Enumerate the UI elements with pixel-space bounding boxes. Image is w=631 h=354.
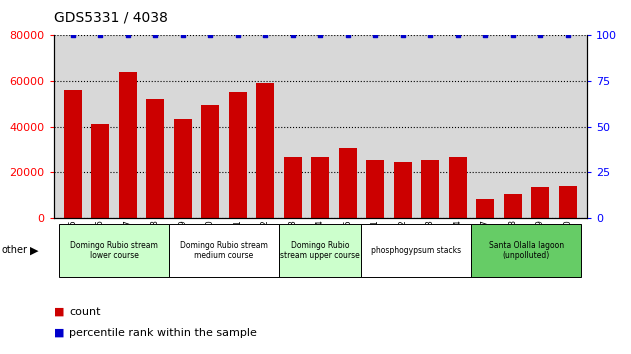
Text: Domingo Rubio stream
medium course: Domingo Rubio stream medium course — [180, 241, 268, 260]
Bar — [59, 224, 169, 277]
Point — [95, 33, 105, 38]
Bar — [366, 160, 384, 218]
Text: ■: ■ — [54, 307, 64, 316]
Bar — [119, 72, 137, 218]
Bar — [311, 157, 329, 218]
Bar — [201, 105, 219, 218]
Bar — [471, 224, 581, 277]
Point — [68, 33, 78, 38]
Point — [425, 33, 435, 38]
Text: GDS5331 / 4038: GDS5331 / 4038 — [54, 11, 167, 25]
Bar — [91, 124, 109, 218]
Point — [452, 33, 463, 38]
Point — [123, 33, 133, 38]
Bar — [476, 200, 494, 218]
Text: Santa Olalla lagoon
(unpolluted): Santa Olalla lagoon (unpolluted) — [489, 241, 564, 260]
Text: percentile rank within the sample: percentile rank within the sample — [69, 328, 257, 338]
Bar — [394, 162, 411, 218]
Text: other: other — [1, 245, 27, 256]
Text: Domingo Rubio
stream upper course: Domingo Rubio stream upper course — [280, 241, 360, 260]
Bar — [146, 99, 164, 218]
Bar — [449, 157, 466, 218]
Point — [507, 33, 517, 38]
Text: Domingo Rubio stream
lower course: Domingo Rubio stream lower course — [70, 241, 158, 260]
Bar — [422, 160, 439, 218]
Point — [150, 33, 160, 38]
Bar — [169, 224, 279, 277]
Text: phosphogypsum stacks: phosphogypsum stacks — [372, 246, 461, 255]
Bar — [558, 186, 577, 218]
Bar — [256, 83, 274, 218]
Point — [260, 33, 270, 38]
Point — [288, 33, 298, 38]
Bar — [279, 224, 362, 277]
Text: ▶: ▶ — [30, 245, 38, 256]
Point — [205, 33, 215, 38]
Point — [480, 33, 490, 38]
Bar — [504, 194, 522, 218]
Point — [316, 33, 326, 38]
Bar — [64, 90, 82, 218]
Bar — [284, 157, 302, 218]
Bar — [229, 92, 247, 218]
Point — [535, 33, 545, 38]
Bar — [339, 148, 357, 218]
Point — [233, 33, 243, 38]
Point — [563, 33, 573, 38]
Bar — [362, 224, 471, 277]
Point — [370, 33, 380, 38]
Bar — [531, 187, 549, 218]
Text: count: count — [69, 307, 101, 316]
Point — [343, 33, 353, 38]
Point — [178, 33, 188, 38]
Bar — [174, 119, 192, 218]
Point — [398, 33, 408, 38]
Text: ■: ■ — [54, 328, 64, 338]
